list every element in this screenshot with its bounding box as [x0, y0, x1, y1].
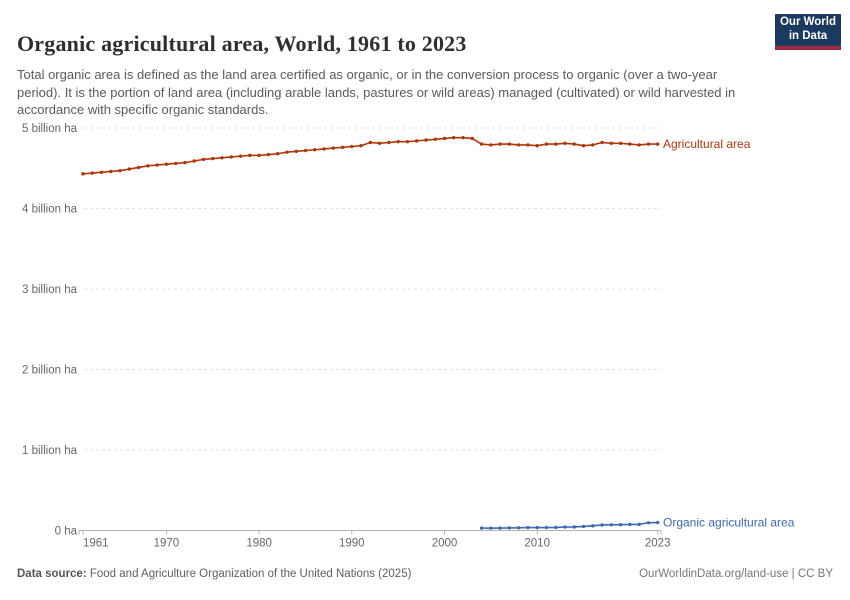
y-tick-label: 4 billion ha — [22, 204, 78, 216]
y-tick-label: 3 billion ha — [22, 284, 78, 296]
x-tick-label: 1990 — [339, 538, 365, 550]
x-tick-label: 2000 — [432, 538, 458, 550]
line-chart: 0 ha 1 billion ha 2 billion ha 3 billion ha… — [0, 112, 850, 560]
y-tick-label: 2 billion ha — [22, 365, 78, 377]
x-tick-label: 1970 — [154, 538, 180, 550]
owid-logo-stripe — [775, 46, 841, 50]
owid-logo[interactable]: Our World in Data — [775, 14, 841, 50]
credit-link[interactable]: OurWorldinData.org/land-use | CC BY — [639, 568, 833, 580]
y-tick-label: 0 ha — [55, 526, 78, 538]
chart-title: Organic agricultural area, World, 1961 t… — [17, 30, 467, 56]
x-tick-label: 1980 — [246, 538, 272, 550]
data-source: Data source: Food and Agriculture Organi… — [17, 568, 411, 580]
series-label: Agricultural area — [663, 137, 751, 151]
data-source-label: Data source: — [17, 568, 87, 580]
x-tick-label: 1961 — [83, 538, 109, 550]
owid-logo-line1: Our World — [779, 16, 836, 29]
footer: Data source: Food and Agriculture Organi… — [17, 568, 833, 580]
y-tick-label: 5 billion ha — [22, 123, 78, 135]
line-chart-svg: 0 ha 1 billion ha 2 billion ha 3 billion ha… — [22, 123, 795, 550]
x-tick-label: 2023 — [645, 538, 671, 550]
data-source-text: Food and Agriculture Organization of the… — [86, 568, 412, 580]
chart-subtitle: Total organic area is defined as the lan… — [17, 67, 736, 118]
series-label: Organic agricultural area — [663, 516, 795, 530]
y-tick-label: 1 billion ha — [22, 445, 78, 457]
x-tick-label: 2010 — [524, 538, 550, 550]
owid-logo-line2: in Data — [788, 30, 828, 42]
